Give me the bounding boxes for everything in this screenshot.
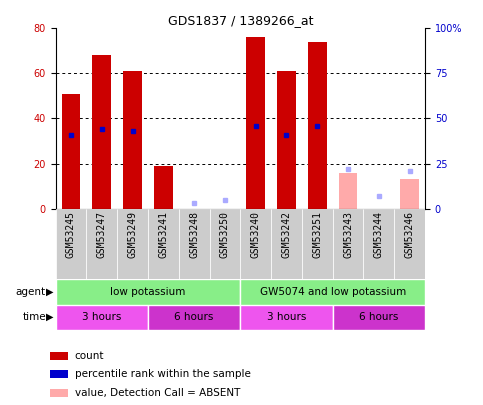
Bar	[333, 209, 364, 279]
Bar	[240, 279, 425, 305]
Bar	[277, 71, 296, 209]
Bar	[394, 209, 425, 279]
Bar	[246, 37, 265, 209]
Bar	[56, 305, 148, 330]
Bar	[62, 94, 80, 209]
Text: GSM53243: GSM53243	[343, 211, 353, 258]
Text: GSM53250: GSM53250	[220, 211, 230, 258]
Bar	[86, 209, 117, 279]
Bar	[240, 305, 333, 330]
Text: GSM53245: GSM53245	[66, 211, 76, 258]
Text: GW5074 and low potassium: GW5074 and low potassium	[259, 287, 406, 297]
Bar	[123, 71, 142, 209]
Text: count: count	[74, 351, 104, 360]
Bar	[339, 173, 357, 209]
Text: percentile rank within the sample: percentile rank within the sample	[74, 369, 251, 379]
Bar	[50, 370, 69, 378]
Title: GDS1837 / 1389266_at: GDS1837 / 1389266_at	[168, 14, 313, 27]
Text: value, Detection Call = ABSENT: value, Detection Call = ABSENT	[74, 388, 240, 398]
Text: GSM53247: GSM53247	[97, 211, 107, 258]
Text: 6 hours: 6 hours	[359, 312, 398, 322]
Text: GSM53246: GSM53246	[405, 211, 414, 258]
Text: GSM53244: GSM53244	[374, 211, 384, 258]
Bar	[179, 209, 210, 279]
Bar	[271, 209, 302, 279]
Bar	[400, 179, 419, 209]
Text: 6 hours: 6 hours	[174, 312, 214, 322]
Text: GSM53249: GSM53249	[128, 211, 138, 258]
Bar	[333, 305, 425, 330]
Text: agent: agent	[16, 287, 46, 297]
Bar	[240, 209, 271, 279]
Bar	[364, 209, 394, 279]
Bar	[50, 352, 69, 360]
Text: ▶: ▶	[45, 312, 53, 322]
Bar	[210, 209, 240, 279]
Text: 3 hours: 3 hours	[267, 312, 306, 322]
Text: GSM53242: GSM53242	[282, 211, 291, 258]
Text: GSM53248: GSM53248	[189, 211, 199, 258]
Text: GSM53241: GSM53241	[158, 211, 168, 258]
Bar	[148, 305, 241, 330]
Text: GSM53240: GSM53240	[251, 211, 261, 258]
Bar	[56, 209, 86, 279]
Bar	[308, 42, 327, 209]
Bar	[148, 209, 179, 279]
Bar	[56, 279, 241, 305]
Text: GSM53251: GSM53251	[313, 211, 322, 258]
Bar	[50, 389, 69, 397]
Text: low potassium: low potassium	[110, 287, 185, 297]
Bar	[154, 166, 172, 209]
Bar	[92, 55, 111, 209]
Text: time: time	[22, 312, 46, 322]
Bar	[117, 209, 148, 279]
Bar	[302, 209, 333, 279]
Text: ▶: ▶	[45, 287, 53, 297]
Text: 3 hours: 3 hours	[82, 312, 121, 322]
